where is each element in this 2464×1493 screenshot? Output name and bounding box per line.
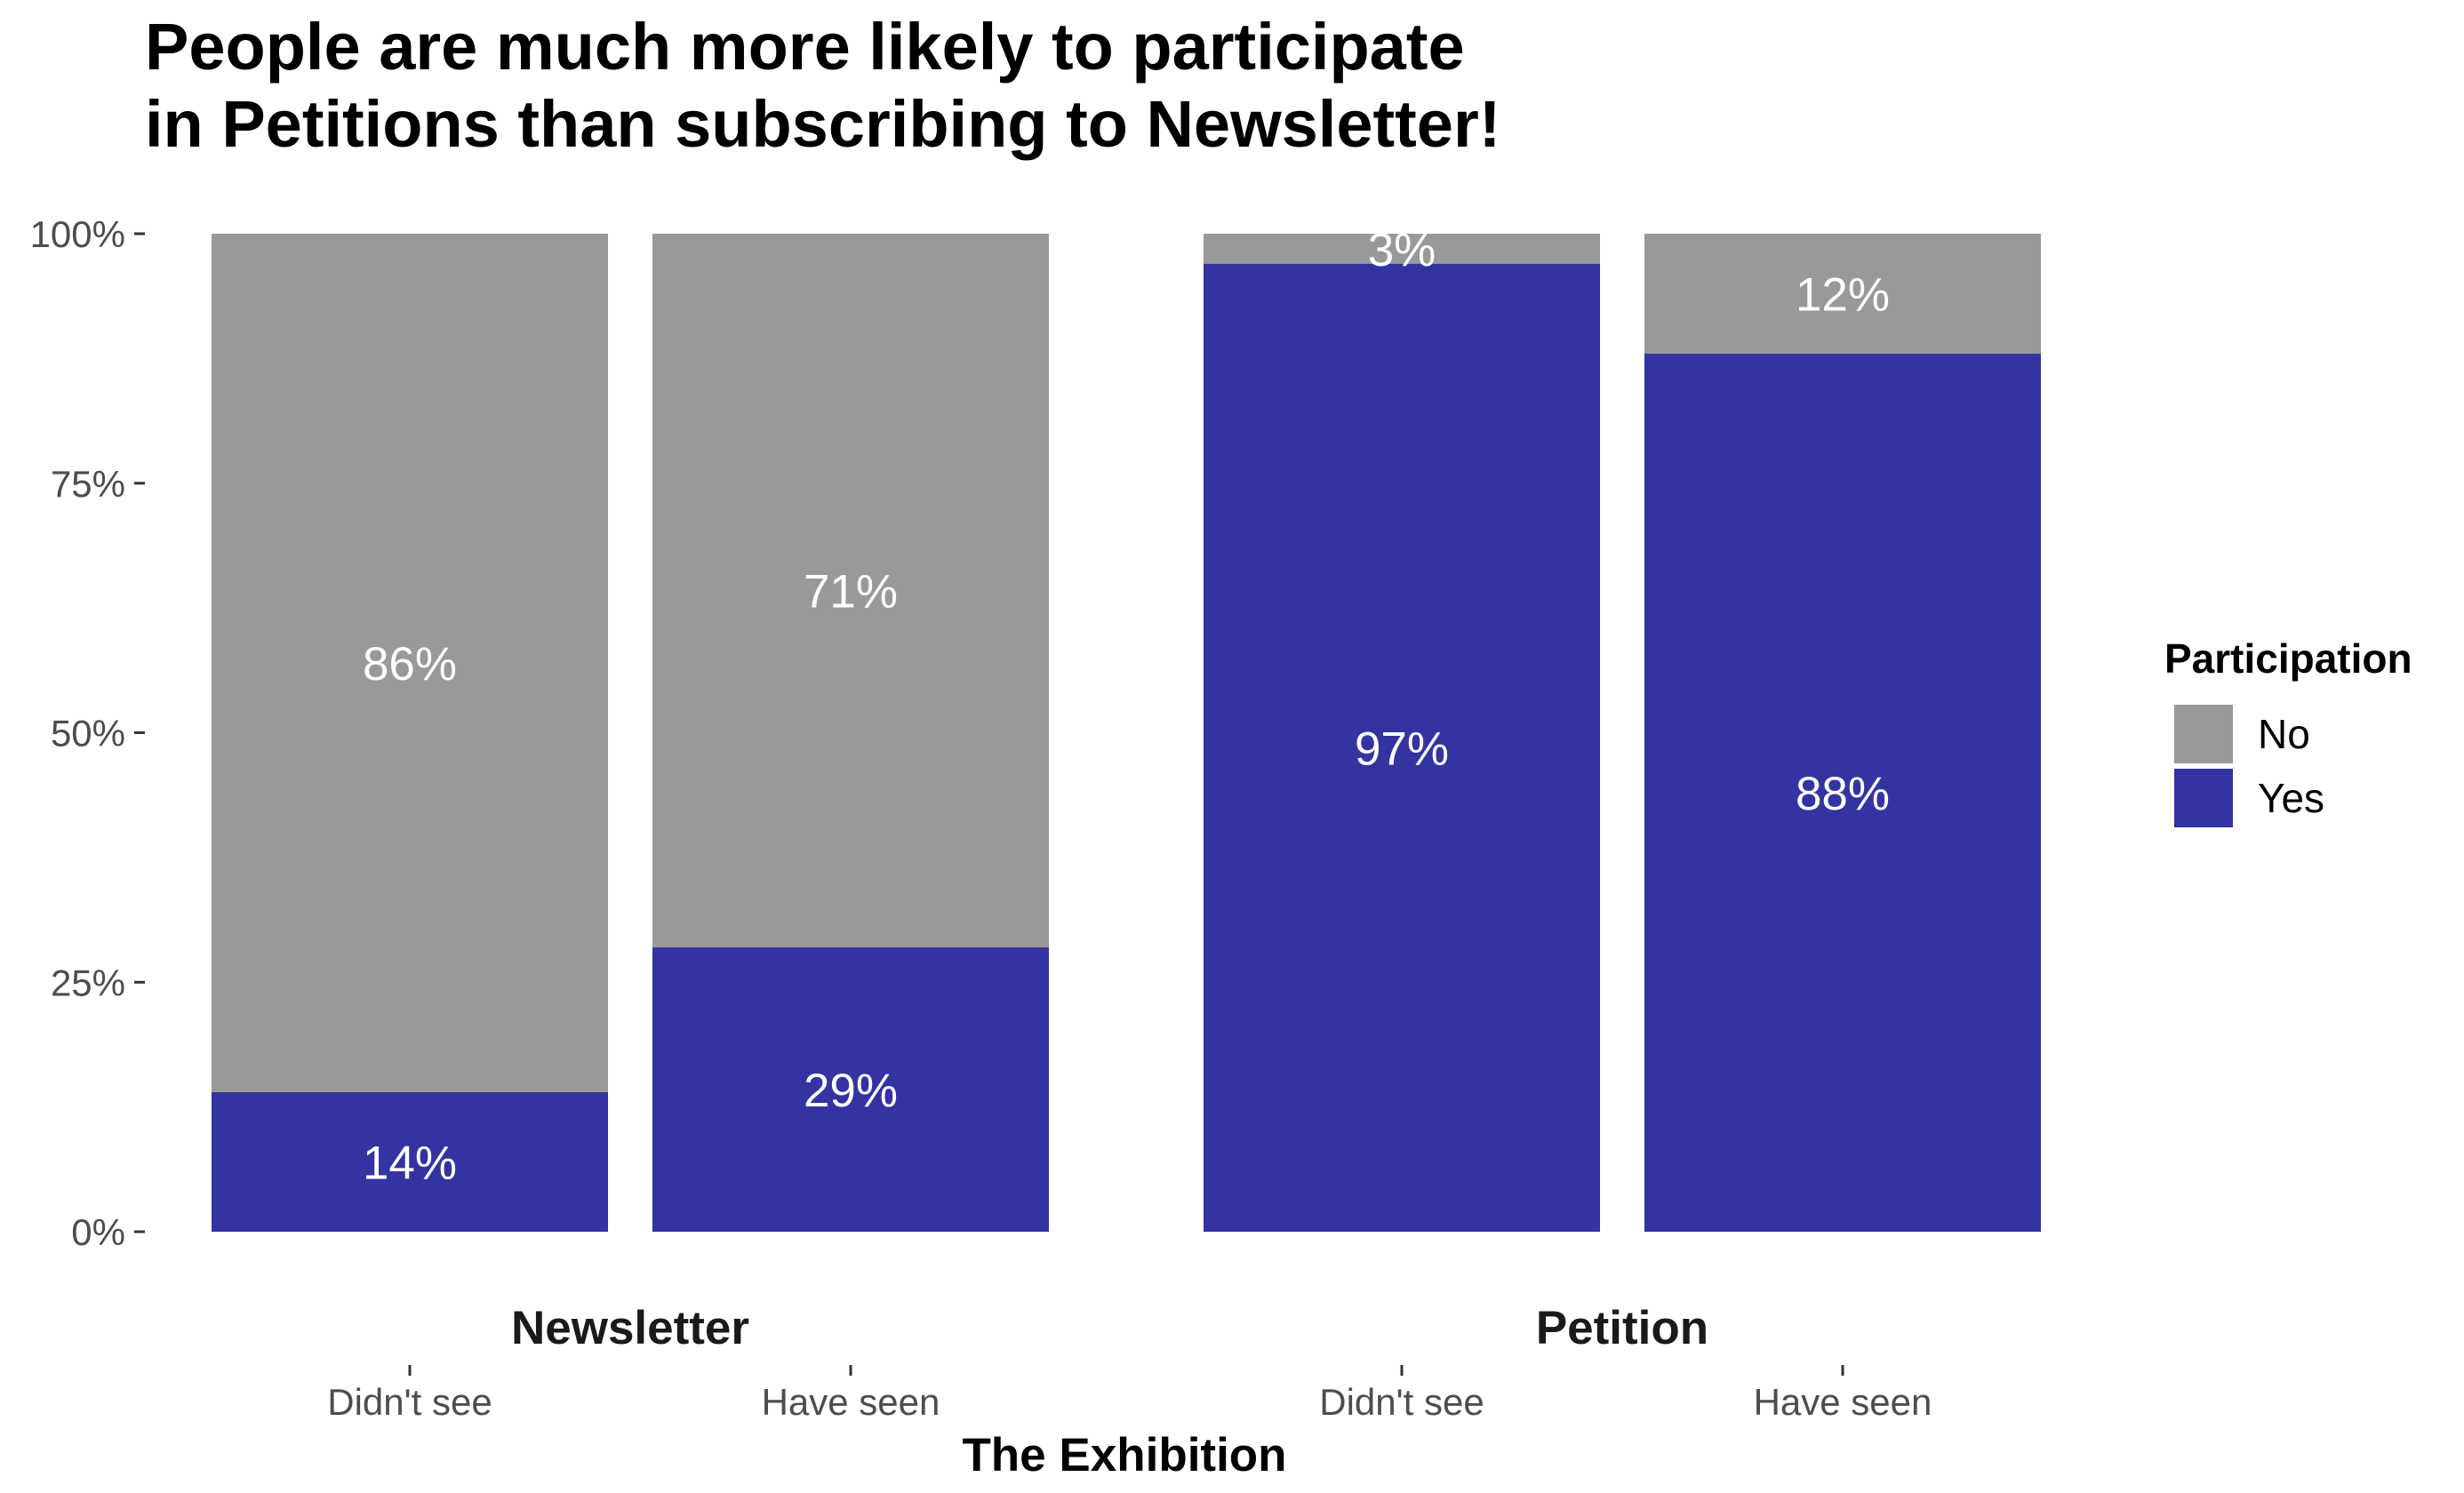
y-tick-label: 25% bbox=[51, 962, 125, 1003]
legend-label-no: No bbox=[2258, 711, 2310, 757]
data-label: 88% bbox=[1796, 768, 1890, 820]
y-tick-label: 100% bbox=[30, 213, 125, 255]
x-axis: Didn't see Have seen Newsletter Didn't see H… bbox=[327, 1302, 1932, 1423]
data-label: 3% bbox=[1368, 224, 1436, 276]
y-tick-label: 75% bbox=[51, 463, 125, 505]
data-label: 12% bbox=[1796, 268, 1890, 321]
x-tick-label: Didn't see bbox=[327, 1381, 492, 1423]
facet-label: Petition bbox=[1536, 1302, 1708, 1354]
bar-no bbox=[652, 234, 1049, 947]
bar-no bbox=[1204, 234, 1600, 264]
bar-no bbox=[1644, 234, 2041, 354]
bar-yes bbox=[1644, 353, 2041, 1232]
legend-title: Participation bbox=[2164, 635, 2412, 682]
data-label: 29% bbox=[804, 1065, 898, 1117]
facet-label: Newsletter bbox=[511, 1302, 749, 1354]
bar-labels: 14% 86% 29% 71% 97% 3% 88% 12% bbox=[363, 224, 1890, 1190]
chart-title-line-2: in Petitions than subscribing to Newslet… bbox=[145, 87, 1500, 161]
y-axis: 0% 25% 50% 75% 100% bbox=[30, 213, 145, 1253]
data-label: 97% bbox=[1355, 723, 1449, 775]
y-tick-label: 0% bbox=[71, 1211, 125, 1253]
bar-no bbox=[212, 234, 608, 1092]
data-label: 14% bbox=[363, 1137, 457, 1189]
legend: Participation No Yes bbox=[2164, 635, 2412, 827]
bars bbox=[212, 234, 2041, 1233]
legend-label-yes: Yes bbox=[2258, 775, 2324, 821]
chart-title: People are much more likely to participa… bbox=[145, 10, 1500, 161]
chart-title-line-1: People are much more likely to participa… bbox=[145, 10, 1465, 84]
x-tick-label: Have seen bbox=[1754, 1381, 1932, 1423]
bar-yes bbox=[652, 946, 1049, 1232]
bar-yes bbox=[1204, 263, 1600, 1233]
x-axis-title: The Exhibition bbox=[962, 1429, 1286, 1481]
legend-swatch-yes bbox=[2174, 769, 2233, 827]
data-label: 71% bbox=[804, 565, 898, 618]
legend-swatch-no bbox=[2174, 705, 2233, 763]
x-tick-label: Have seen bbox=[762, 1381, 940, 1423]
bar-yes bbox=[212, 1091, 608, 1232]
x-tick-label: Didn't see bbox=[1319, 1381, 1484, 1423]
data-label: 86% bbox=[363, 638, 457, 691]
y-tick-label: 50% bbox=[51, 713, 125, 754]
